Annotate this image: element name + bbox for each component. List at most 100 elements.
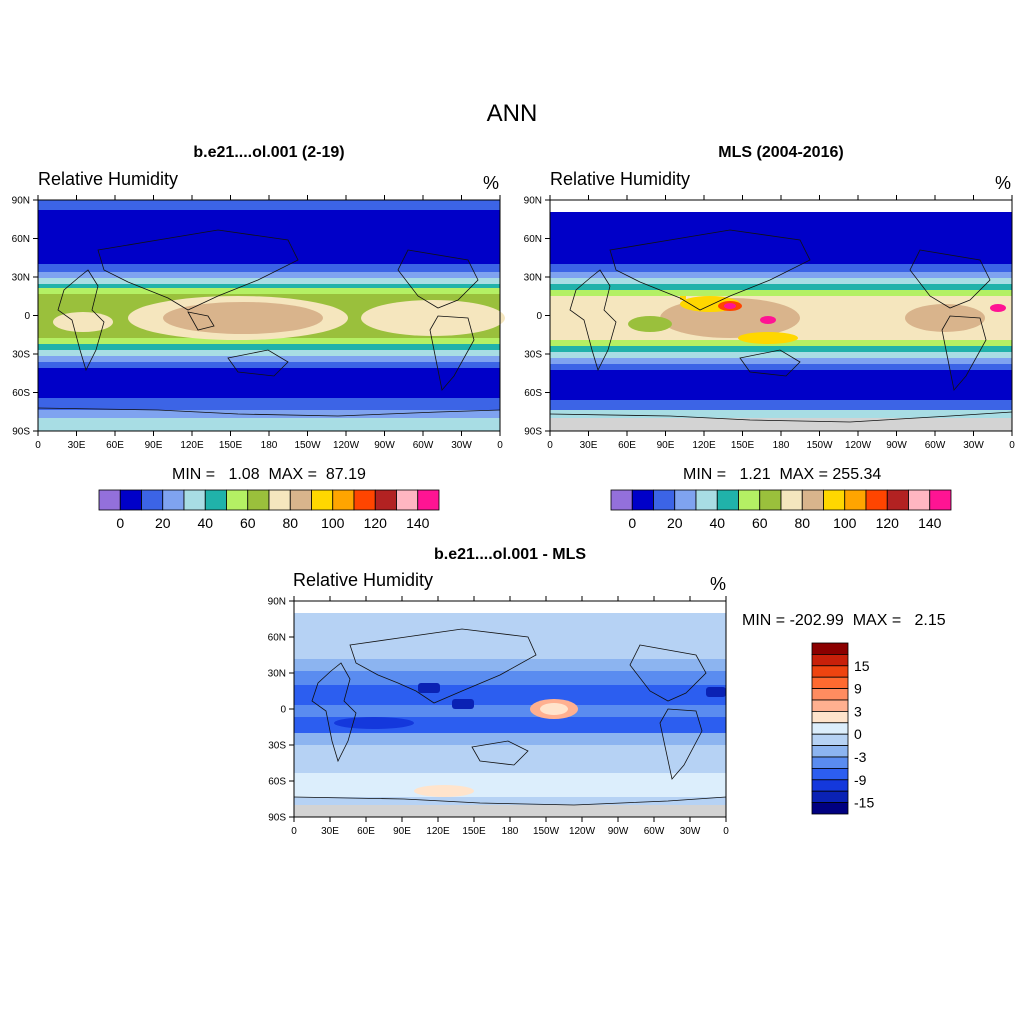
lon-tick-label: 0 [35,440,41,451]
diff-minmax: MIN = -202.99 MAX = 2.15 [742,612,946,629]
colorbar-label: 80 [282,515,298,531]
lon-tick-labels: 0 30E 60E 90E 120E 150E 180 150W 120W 90W 60W 30W 0 [291,596,729,837]
lon-tick-label: 30W [963,440,984,451]
colorbar-label: 60 [240,515,256,531]
colorbar-box [311,489,334,511]
lon-tick-label: 120W [333,440,360,451]
lat-tick-label: 30S [524,350,542,361]
model-minmax: MIN = 1.08 MAX = 87.19 [172,466,366,483]
lon-tick-label: 30W [451,440,472,451]
colorbar-label: 9 [854,681,862,697]
colorbar-box [738,489,761,511]
colorbar-box [247,489,270,511]
colorbar-box [183,489,206,511]
colorbar-box [811,722,849,735]
colorbar-box [929,489,952,511]
lon-tick-label: 150E [731,440,755,451]
lon-tick-label: 120E [692,440,716,451]
lon-tick-label: 90E [657,440,675,451]
lon-tick-label: 0 [291,826,297,837]
lon-tick-label: 60E [618,440,636,451]
diff-panel-title: b.e21....ol.001 - MLS [433,546,587,563]
lat-tick-label: 0 [280,705,286,716]
colorbar-box [353,489,376,511]
colorbar-label: 15 [854,658,870,674]
lon-tick-label: 150W [533,826,560,837]
colorbar-box [631,489,654,511]
diff-variable-label: Relative Humidity [293,570,434,590]
colorbar-label: 0 [628,515,636,531]
colorbar-label: -3 [854,749,867,765]
colorbar-label: 60 [752,515,768,531]
colorbar-box [759,489,782,511]
lon-tick-label: 30E [580,440,598,451]
lon-tick-label: 30E [321,826,339,837]
diff-colorbar: 15 9 3 0 -3 -9 -15 [811,642,874,815]
lon-tick-label: 180 [502,826,519,837]
lon-tick-label: 0 [723,826,729,837]
obs-variable-label: Relative Humidity [550,169,691,189]
lat-tick-label: 90N [268,597,286,608]
lat-tick-label: 90S [524,427,542,438]
lat-tick-label: 30N [268,669,286,680]
colorbar-label: 20 [155,515,171,531]
lat-tick-label: 90S [268,813,286,824]
lat-tick-label: 90S [12,427,30,438]
colorbar-label: 100 [833,515,857,531]
lon-tick-label: 150W [806,440,833,451]
colorbar-box [908,489,931,511]
lon-tick-label: 90W [374,440,395,451]
colorbar-label: 40 [709,515,725,531]
model-units-label: % [483,173,500,193]
colorbar-label: 100 [321,515,345,531]
colorbar-label: -9 [854,772,867,788]
lon-tick-label: 90E [393,826,411,837]
colorbar-box [226,489,249,511]
lat-tick-labels: 90N 60N 30N 0 30S 60S 90S [524,196,550,438]
colorbar-box [716,489,739,511]
lon-tick-label: 150W [294,440,321,451]
colorbar-box [811,790,849,803]
lat-tick-label: 60N [268,633,286,644]
colorbar-box [811,802,849,815]
obs-minmax: MIN = 1.21 MAX = 255.34 [683,466,882,483]
colorbar-box [801,489,824,511]
lon-tick-label: 60E [106,440,124,451]
lon-tick-label: 150E [462,826,486,837]
colorbar-box [823,489,846,511]
lon-tick-label: 0 [547,440,553,451]
colorbar-box [811,745,849,758]
colorbar-box [417,489,440,511]
lat-tick-label: 60S [268,777,286,788]
model-colorbar: 0 20 40 60 80 100 120 140 [98,489,440,531]
model-map: 90N 60N 30N 0 30S 60S 90S 0 30E 60E 90E 120E 150E 18… [12,195,505,451]
colorbar-label: 0 [854,726,862,742]
colorbar-box [811,699,849,712]
colorbar-box [811,653,849,667]
lat-tick-label: 60N [12,234,30,245]
colorbar-box [844,489,867,511]
lat-tick-label: 60N [524,234,542,245]
colorbar-box [268,489,291,511]
lat-tick-label: 60S [524,388,542,399]
model-panel-title: b.e21....ol.001 (2-19) [193,144,345,161]
colorbar-box [811,642,849,655]
colorbar-box [289,489,312,511]
lon-tick-label: 90E [145,440,163,451]
lon-tick-label: 60W [644,826,665,837]
colorbar-box [811,676,849,690]
obs-units-label: % [995,173,1012,193]
lon-tick-label: 0 [1009,440,1015,451]
obs-panel-title: MLS (2004-2016) [718,144,844,161]
figure-title: ANN [486,100,538,127]
colorbar-box [886,489,909,511]
lon-tick-label: 120E [180,440,204,451]
lat-tick-labels: 90N 60N 30N 0 30S 60S 90S [268,597,294,824]
diff-units-label: % [710,574,727,594]
colorbar-box [695,489,718,511]
lon-tick-label: 120W [569,826,596,837]
colorbar-box [396,489,419,511]
obs-colorbar: 0 20 40 60 80 100 120 140 [610,489,952,531]
lon-tick-label: 90W [886,440,907,451]
colorbar-box [119,489,142,511]
